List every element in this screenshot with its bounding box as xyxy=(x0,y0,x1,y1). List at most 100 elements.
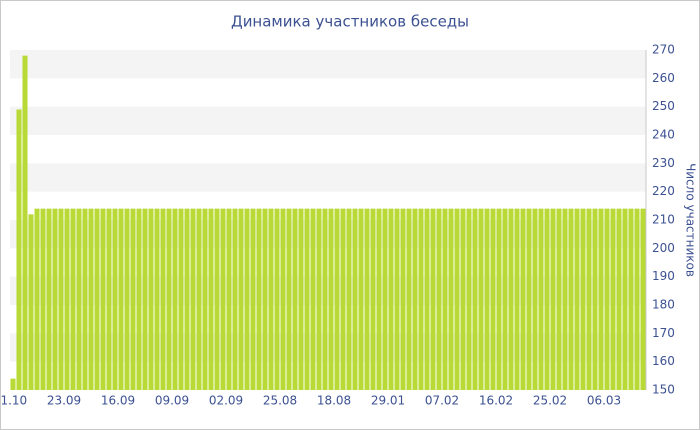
bar xyxy=(544,208,550,390)
bar xyxy=(202,208,208,390)
bar xyxy=(304,208,310,390)
bar xyxy=(220,208,226,390)
bar xyxy=(76,208,82,390)
y-tick-label: 170 xyxy=(652,326,675,340)
bar xyxy=(340,208,346,390)
grid-band xyxy=(10,163,646,192)
x-tick-label: 01.10 xyxy=(0,394,27,408)
bar xyxy=(454,208,460,390)
bar xyxy=(628,208,634,390)
bar xyxy=(88,208,94,390)
bar xyxy=(40,208,46,390)
bar xyxy=(370,208,376,390)
bar xyxy=(472,208,478,390)
bar xyxy=(514,208,520,390)
bar xyxy=(226,208,232,390)
bar xyxy=(532,208,538,390)
bar xyxy=(388,208,394,390)
bar xyxy=(466,208,472,390)
y-tick-label: 220 xyxy=(652,184,675,198)
bar xyxy=(502,208,508,390)
bar xyxy=(430,208,436,390)
x-tick-label: 25.08 xyxy=(263,394,297,408)
bar xyxy=(610,208,616,390)
bar xyxy=(556,208,562,390)
y-tick-label: 180 xyxy=(652,298,675,312)
bar xyxy=(46,208,52,390)
x-tick-label: 02.09 xyxy=(209,394,243,408)
bar xyxy=(16,109,22,390)
y-tick-label: 210 xyxy=(652,213,675,227)
bar xyxy=(208,208,214,390)
bar xyxy=(52,208,58,390)
y-tick-label: 200 xyxy=(652,241,675,255)
bar xyxy=(70,208,76,390)
bar xyxy=(292,208,298,390)
bar xyxy=(322,208,328,390)
bar xyxy=(190,208,196,390)
bar xyxy=(496,208,502,390)
bar xyxy=(508,208,514,390)
bar xyxy=(418,208,424,390)
bar xyxy=(640,208,646,390)
bar xyxy=(256,208,262,390)
bar xyxy=(490,208,496,390)
bar xyxy=(238,208,244,390)
bar xyxy=(316,208,322,390)
bar xyxy=(160,208,166,390)
bar xyxy=(424,208,430,390)
x-tick-label: 16.02 xyxy=(479,394,513,408)
bar xyxy=(64,208,70,390)
bar xyxy=(106,208,112,390)
bar xyxy=(592,208,598,390)
bar xyxy=(286,208,292,390)
x-tick-label: 23.09 xyxy=(47,394,81,408)
bar xyxy=(562,208,568,390)
bar xyxy=(334,208,340,390)
bar xyxy=(442,208,448,390)
bar xyxy=(376,208,382,390)
bar xyxy=(124,208,130,390)
bar xyxy=(172,208,178,390)
bar xyxy=(574,208,580,390)
bar xyxy=(154,208,160,390)
bar xyxy=(598,208,604,390)
y-tick-label: 240 xyxy=(652,128,675,142)
bar xyxy=(298,208,304,390)
bar xyxy=(196,208,202,390)
bar xyxy=(520,208,526,390)
bar xyxy=(538,208,544,390)
x-tick-label: 07.02 xyxy=(425,394,459,408)
bar xyxy=(34,208,40,390)
bar xyxy=(118,208,124,390)
bar xyxy=(280,208,286,390)
bar xyxy=(112,208,118,390)
y-tick-label: 270 xyxy=(652,43,675,57)
x-tick-label: 25.02 xyxy=(533,394,567,408)
bar xyxy=(436,208,442,390)
bar xyxy=(100,208,106,390)
bar xyxy=(526,208,532,390)
x-tick-label: 09.09 xyxy=(155,394,189,408)
bar xyxy=(400,208,406,390)
y-axis-label: Число участников xyxy=(684,163,698,277)
bar xyxy=(268,208,274,390)
bar xyxy=(142,208,148,390)
bar xyxy=(262,208,268,390)
x-tick-label: 06.03 xyxy=(587,394,621,408)
bar xyxy=(166,208,172,390)
x-tick-label: 16.09 xyxy=(101,394,135,408)
bar xyxy=(178,208,184,390)
y-tick-label: 260 xyxy=(652,71,675,85)
y-tick-label: 190 xyxy=(652,269,675,283)
grid-band xyxy=(10,106,646,135)
bar xyxy=(634,208,640,390)
bar xyxy=(82,208,88,390)
bar xyxy=(382,208,388,390)
bar xyxy=(10,378,16,390)
chart-title: Динамика участников беседы xyxy=(231,13,469,31)
bar xyxy=(412,208,418,390)
bar xyxy=(328,208,334,390)
x-tick-label: 18.08 xyxy=(317,394,351,408)
